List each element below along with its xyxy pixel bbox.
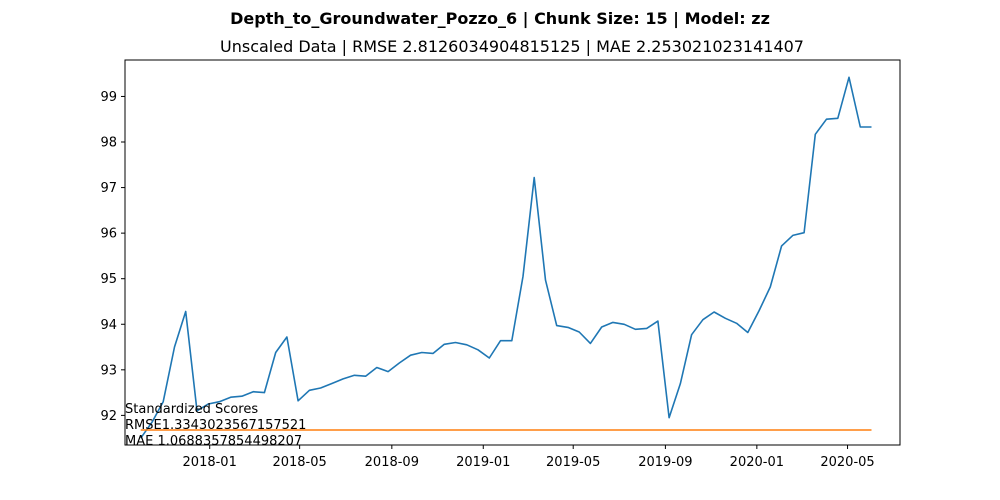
plot-area: [124, 59, 901, 446]
x-tick-label: 2020-05: [820, 455, 874, 470]
annotation-line-3: MAE 1.0688357854498207: [125, 434, 302, 449]
annotation-line-1: Standardized Scores: [125, 402, 258, 417]
y-tick-label: 95: [100, 272, 117, 287]
chart-suptitle: Depth_to_Groundwater_Pozzo_6 | Chunk Siz…: [230, 9, 770, 29]
x-tick-label: 2019-09: [638, 455, 692, 470]
y-tick-label: 97: [100, 181, 117, 196]
y-tick-label: 94: [100, 318, 117, 333]
x-tick-label: 2019-01: [456, 455, 510, 470]
x-tick-label: 2018-01: [183, 455, 237, 470]
chart-title: Unscaled Data | RMSE 2.8126034904815125 …: [220, 37, 804, 56]
standardized-scores-annotation: Standardized ScoresRMSE1.334302356715752…: [125, 402, 306, 449]
series-line-1: [140, 76, 872, 439]
y-tick-label: 98: [100, 136, 117, 151]
series-layer: [140, 76, 872, 439]
y-tick-label: 96: [100, 227, 117, 242]
x-tick-label: 2018-05: [272, 455, 326, 470]
x-axis: 2018-01 2018-05 2018-09 2019-01 2019-05 2019-…: [183, 445, 875, 470]
y-axis: 92 93 94 95 96 97 98 99: [100, 90, 125, 424]
x-tick-label: 2020-01: [730, 455, 784, 470]
x-tick-label: 2019-05: [546, 455, 600, 470]
y-tick-label: 99: [100, 90, 117, 105]
x-tick-label: 2018-09: [365, 455, 419, 470]
y-tick-label: 92: [100, 409, 117, 424]
y-tick-label: 93: [100, 363, 117, 378]
annotation-line-2: RMSE1.3343023567157521: [125, 418, 306, 433]
